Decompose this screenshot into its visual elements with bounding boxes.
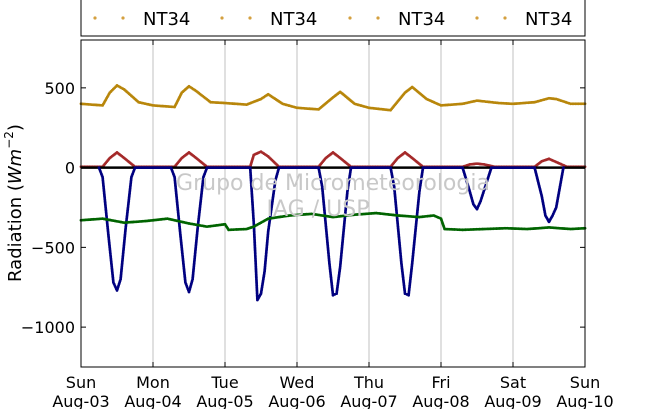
legend-label: NT34 — [270, 9, 317, 30]
legend-label: NT34 — [525, 9, 572, 30]
series-3 — [97, 166, 565, 302]
legend-entry: NT34 — [220, 9, 317, 30]
x-tick-day-label: Fri — [431, 373, 450, 392]
legend-marker — [475, 16, 479, 20]
legend-marker — [93, 16, 97, 20]
watermark: Grupo de Micrometeorologia IAG / USP — [176, 171, 490, 222]
y-tick-label: 0 — [65, 159, 75, 178]
watermark-line-2: IAG / USP — [267, 197, 370, 222]
legend-marker — [220, 16, 224, 20]
y-tick-label: −500 — [31, 238, 75, 257]
y-tick-labels: 500 0 −500 −1000 — [21, 79, 75, 337]
x-tick-day-label: Mon — [136, 373, 170, 392]
series-4 — [79, 211, 587, 232]
y-tick-label: −1000 — [21, 318, 75, 337]
legend-label: NT34 — [143, 9, 190, 30]
x-tick-date-label: Aug-08 — [412, 392, 469, 409]
legend: NT34 NT34 NT34 NT34 — [80, 0, 586, 37]
data-point — [562, 166, 565, 170]
x-tick-date-label: Aug-03 — [52, 392, 109, 409]
x-tick-date-label: Aug-06 — [268, 392, 325, 409]
y-axis-label-close: ) — [5, 124, 26, 131]
x-tick-day-label: Wed — [280, 373, 315, 392]
legend-marker — [503, 16, 507, 20]
plot-background — [81, 40, 585, 367]
y-axis-label: Radiation (Wm−2) — [2, 124, 26, 282]
x-tick-date-label: Aug-07 — [340, 392, 397, 409]
legend-entry: NT34 — [475, 9, 572, 30]
legend-entry: NT34 — [348, 9, 445, 30]
legend-marker — [248, 16, 252, 20]
x-tick-date-label: Aug-04 — [124, 392, 181, 409]
y-tick-label: 500 — [44, 79, 75, 98]
x-tick-day-label: Thu — [353, 373, 384, 392]
legend-marker — [376, 16, 380, 20]
axis-ticks — [80, 40, 586, 367]
x-tick-day-label: Sun — [570, 373, 600, 392]
series-0 — [79, 84, 587, 112]
x-tick-day-label: Sun — [66, 373, 96, 392]
watermark-line-1: Grupo de Micrometeorologia — [176, 171, 490, 196]
vertical-gridlines — [152, 40, 514, 367]
legend-marker — [121, 16, 125, 20]
legend-label: NT34 — [398, 9, 445, 30]
x-tick-day-label: Sat — [500, 373, 526, 392]
x-tick-labels: SunAug-03MonAug-04TueAug-05WedAug-06ThuA… — [52, 373, 613, 409]
y-axis-label-text: Radiation ( — [5, 184, 26, 282]
y-axis-label-unit: Wm — [5, 149, 26, 184]
x-tick-date-label: Aug-05 — [196, 392, 253, 409]
legend-marker — [348, 16, 352, 20]
y-axis-label-exponent: −2 — [2, 131, 16, 149]
legend-entry: NT34 — [93, 9, 190, 30]
x-tick-date-label: Aug-10 — [556, 392, 613, 409]
plot-area: Grupo de Micrometeorologia IAG / USP — [79, 39, 587, 368]
x-tick-day-label: Tue — [210, 373, 238, 392]
legend-frame — [80, 0, 586, 37]
plot-frame — [80, 39, 586, 368]
series-layer — [79, 84, 587, 302]
x-tick-date-label: Aug-09 — [484, 392, 541, 409]
